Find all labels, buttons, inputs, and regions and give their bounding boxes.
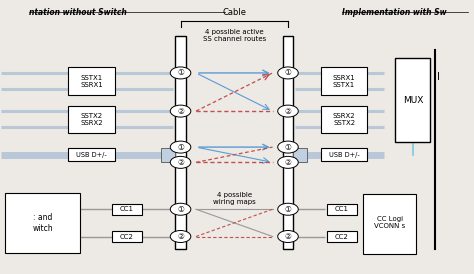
Bar [175,36,186,249]
Text: ②: ② [177,107,184,116]
Text: USB D+/-: USB D+/- [76,152,107,158]
Text: ①: ① [284,142,292,152]
Text: Implementation with Sw: Implementation with Sw [342,7,447,16]
Text: SSTX1
SSRX1: SSTX1 SSRX1 [81,75,103,88]
Text: ntation without Switch: ntation without Switch [29,7,127,16]
Bar [293,148,307,162]
Text: Cable: Cable [222,7,246,16]
Bar [68,106,115,133]
Bar [112,204,142,215]
Text: SSTX2
SSRX2: SSTX2 SSRX2 [81,113,103,126]
Circle shape [278,67,298,79]
Text: ②: ② [284,232,292,241]
Text: 4 possible
wiring maps: 4 possible wiring maps [213,192,255,204]
Text: SSRX1
SSTX1: SSRX1 SSTX1 [333,75,356,88]
Text: I: I [438,72,440,82]
Text: CC1: CC1 [120,206,134,212]
Circle shape [278,156,298,168]
Text: ①: ① [177,68,184,78]
Text: MUX: MUX [403,96,423,105]
Text: ①: ① [284,205,292,214]
Bar [283,36,293,249]
Bar [327,231,357,242]
Circle shape [170,230,191,242]
Bar [321,148,367,161]
Text: CC2: CC2 [335,233,349,239]
Circle shape [278,230,298,242]
Text: ②: ② [177,158,184,167]
Bar [112,231,142,242]
Text: USB D+/-: USB D+/- [328,152,359,158]
Text: ②: ② [177,232,184,241]
Circle shape [170,105,191,117]
Circle shape [278,203,298,215]
Circle shape [278,105,298,117]
Bar [327,204,357,215]
Bar [68,67,115,95]
Bar [162,148,175,162]
Text: ②: ② [284,158,292,167]
Bar [395,58,430,142]
Circle shape [170,141,191,153]
Bar [68,148,115,161]
Text: CC1: CC1 [335,206,349,212]
Circle shape [278,141,298,153]
Bar [363,194,417,254]
Circle shape [170,156,191,168]
Text: 4 possible active
SS channel routes: 4 possible active SS channel routes [203,29,266,42]
Text: ②: ② [284,107,292,116]
Text: CC Logi
VCONN s: CC Logi VCONN s [374,216,405,229]
Text: ①: ① [284,68,292,78]
Bar [321,67,367,95]
Text: ①: ① [177,205,184,214]
Bar [321,106,367,133]
Bar [5,193,80,253]
Text: SSRX2
SSTX2: SSRX2 SSTX2 [333,113,356,126]
Text: : and
witch: : and witch [32,213,53,233]
Text: CC2: CC2 [120,233,134,239]
Circle shape [170,67,191,79]
Text: ①: ① [177,142,184,152]
Circle shape [170,203,191,215]
